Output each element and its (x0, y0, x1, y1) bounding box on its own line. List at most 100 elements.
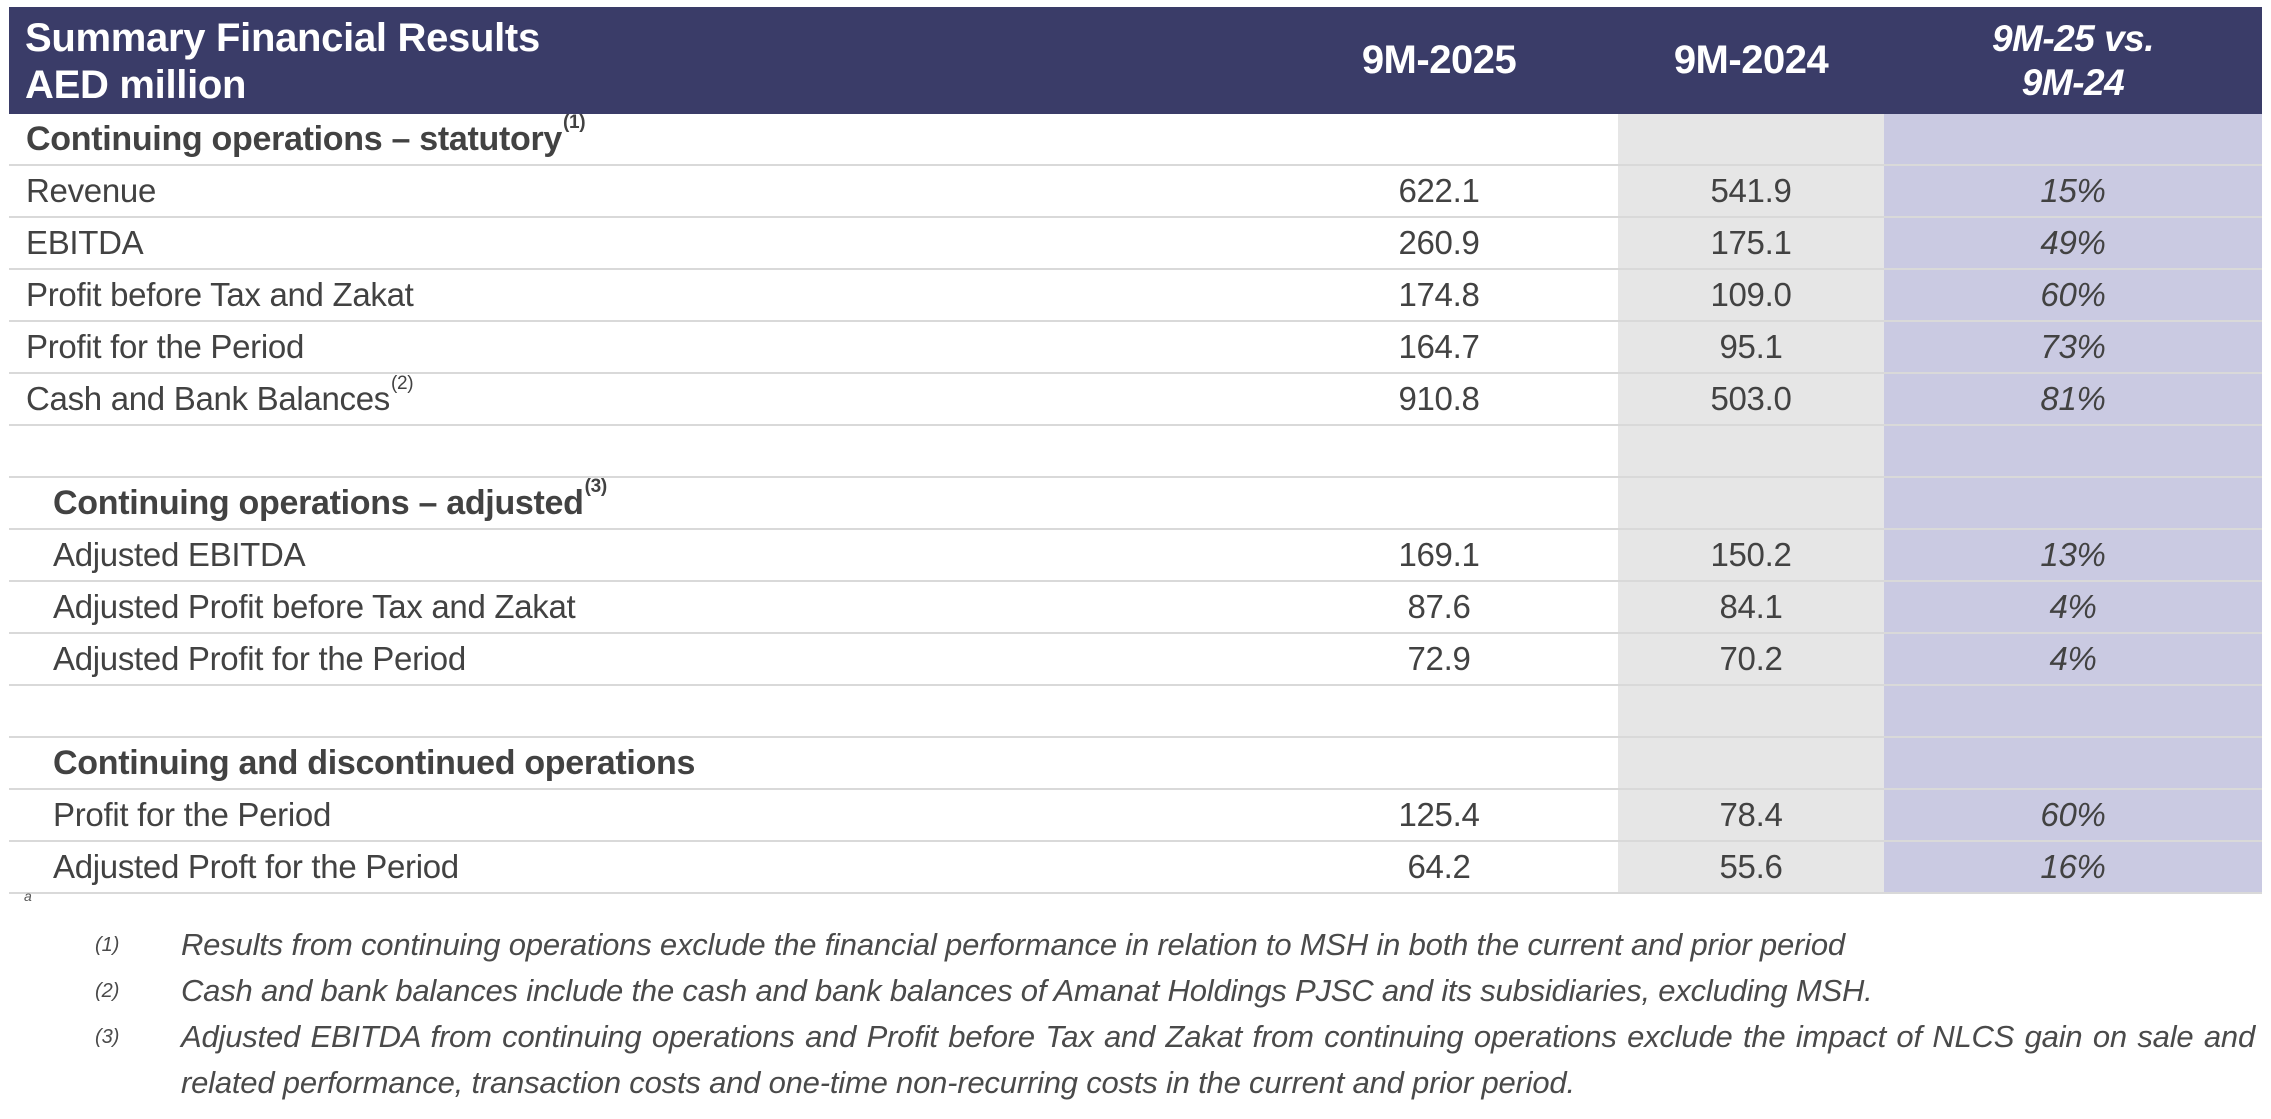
value-9m-2025 (1260, 738, 1618, 790)
value-9m-2024-text: 95.1 (1719, 328, 1783, 365)
row-label (9, 686, 1260, 738)
value-9m-2025-text: 87.6 (1407, 588, 1471, 625)
value-9m-2024-text: 503.0 (1710, 380, 1792, 417)
column-header-change: 9M-25 vs. 9M-24 (1884, 7, 2262, 114)
row-label-text: Profit for the Period (53, 796, 332, 833)
value-change-text: 4% (2049, 640, 2097, 677)
value-9m-2024: 150.2 (1618, 530, 1884, 582)
value-9m-2025: 125.4 (1260, 790, 1618, 842)
footnote-marker: (3) (95, 1026, 120, 1048)
row-label: Adjusted Proft for the Period (9, 842, 1260, 894)
value-9m-2024 (1618, 738, 1884, 790)
row-label-text: Continuing operations – adjusted(3) (53, 476, 607, 522)
footnote: (3) Adjusted EBITDA from continuing opera… (95, 1014, 2255, 1106)
table-title-line1: Summary Financial Results (25, 16, 540, 60)
footnote: (2) Cash and bank balances include the ca… (95, 968, 2255, 1014)
value-9m-2025 (1260, 426, 1618, 478)
row-label: Cash and Bank Balances(2) (9, 374, 1260, 426)
value-9m-2024-text: 109.0 (1710, 276, 1792, 313)
row-label: EBITDA (9, 218, 1260, 270)
value-9m-2024: 541.9 (1618, 166, 1884, 218)
column-header-9m-2024: 9M-2024 (1673, 38, 1829, 82)
column-header-change-line2: 9M-24 (2021, 61, 2125, 103)
footnote-marker: (1) (95, 934, 120, 956)
value-change: 73% (1884, 322, 2262, 374)
table-title-line2: AED million (25, 63, 247, 107)
value-9m-2024: 95.1 (1618, 322, 1884, 374)
value-9m-2024 (1618, 426, 1884, 478)
value-9m-2025: 622.1 (1260, 166, 1618, 218)
section-header-row: Continuing and discontinued operations (9, 738, 2262, 790)
spacer-row (9, 426, 2262, 478)
value-9m-2024: 78.4 (1618, 790, 1884, 842)
value-9m-2025: 174.8 (1260, 270, 1618, 322)
row-label (9, 426, 1260, 478)
row-label: Revenue (9, 166, 1260, 218)
footnote-reference: (3) (584, 476, 608, 498)
value-9m-2024 (1618, 686, 1884, 738)
value-change-text: 60% (2040, 276, 2106, 313)
table-row: Cash and Bank Balances(2) 910.8 503.0 81% (9, 374, 2262, 426)
value-9m-2025-text: 72.9 (1407, 640, 1471, 677)
value-change-text: 16% (2040, 848, 2106, 885)
table-row: Adjusted EBITDA 169.1 150.2 13% (9, 530, 2262, 582)
value-9m-2024-text: 150.2 (1710, 536, 1792, 573)
row-label-text: Adjusted Profit for the Period (53, 640, 466, 677)
footnotes: (1) Results from continuing operations ex… (95, 922, 2255, 1106)
row-label-text: Adjusted Profit before Tax and Zakat (53, 588, 576, 625)
value-change (1884, 426, 2262, 478)
section-header-row: Continuing operations – adjusted(3) (9, 476, 2262, 530)
value-9m-2024-text: 55.6 (1719, 848, 1783, 885)
value-9m-2025: 910.8 (1260, 374, 1618, 426)
table-row: Profit for the Period 164.7 95.1 73% (9, 322, 2262, 374)
value-9m-2025: 87.6 (1260, 582, 1618, 634)
value-change-text: 49% (2040, 224, 2106, 261)
value-change-text: 13% (2040, 536, 2106, 573)
value-change: 81% (1884, 374, 2262, 426)
value-9m-2024: 55.6 (1618, 842, 1884, 894)
column-header-change-line1: 9M-25 vs. (1991, 17, 2155, 59)
row-label-text: Continuing and discontinued operations (53, 743, 696, 782)
row-label: Profit before Tax and Zakat (9, 270, 1260, 322)
row-label: Profit for the Period (9, 322, 1260, 374)
value-9m-2024: 175.1 (1618, 218, 1884, 270)
row-label-text: Continuing operations – statutory(1) (26, 112, 586, 158)
value-change: 49% (1884, 218, 2262, 270)
row-label-text: Adjusted EBITDA (53, 536, 306, 573)
row-label-text: Profit for the Period (26, 328, 305, 365)
value-change: 15% (1884, 166, 2262, 218)
value-change-text: 81% (2040, 380, 2106, 417)
value-change: 4% (1884, 582, 2262, 634)
row-label: Adjusted EBITDA (9, 530, 1260, 582)
row-label-text: Revenue (26, 172, 156, 209)
row-label-text: Profit before Tax and Zakat (26, 276, 414, 313)
value-9m-2025-text: 260.9 (1398, 224, 1480, 261)
row-label: Continuing operations – adjusted(3) (9, 476, 1260, 530)
row-label: Adjusted Profit before Tax and Zakat (9, 582, 1260, 634)
table-header-row: Summary Financial Results AED million 9M… (9, 7, 2262, 114)
footnote-text: Adjusted EBITDA from continuing operatio… (181, 1019, 2255, 1100)
table-row: Adjusted Profit before Tax and Zakat 87.6… (9, 582, 2262, 634)
value-9m-2024-text: 70.2 (1719, 640, 1783, 677)
footnote-text: Results from continuing operations exclu… (181, 927, 1845, 962)
table-row: Profit for the Period 125.4 78.4 60% (9, 790, 2262, 842)
financial-summary-table: Summary Financial Results AED million 9M… (9, 7, 2262, 894)
row-label-text: Cash and Bank Balances(2) (26, 373, 414, 417)
value-9m-2025-text: 910.8 (1398, 380, 1480, 417)
value-9m-2024: 70.2 (1618, 634, 1884, 686)
stray-mark: a (24, 888, 32, 904)
value-9m-2024-text: 175.1 (1710, 224, 1792, 261)
value-9m-2025-text: 164.7 (1398, 328, 1480, 365)
value-change (1884, 686, 2262, 738)
table-title: Summary Financial Results AED million (9, 7, 1260, 114)
footnote-text: Cash and bank balances include the cash … (181, 973, 1873, 1008)
value-9m-2025-text: 622.1 (1398, 172, 1480, 209)
value-9m-2025: 169.1 (1260, 530, 1618, 582)
table-row: EBITDA 260.9 175.1 49% (9, 218, 2262, 270)
value-9m-2025: 64.2 (1260, 842, 1618, 894)
table-row: Adjusted Proft for the Period 64.2 55.6 16% (9, 842, 2262, 894)
value-change: 13% (1884, 530, 2262, 582)
value-change (1884, 478, 2262, 530)
footnote-reference: (2) (390, 373, 414, 394)
